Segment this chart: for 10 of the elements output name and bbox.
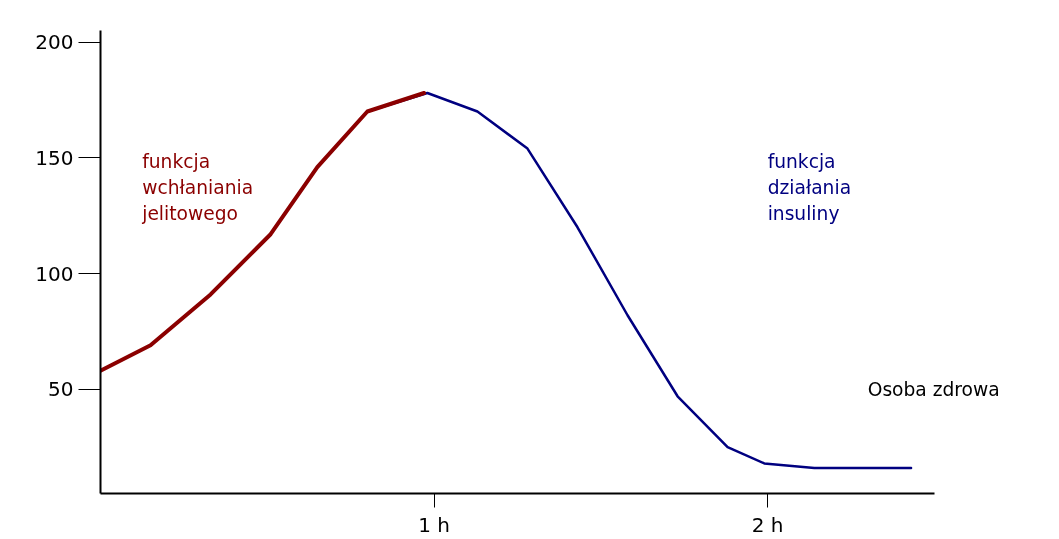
x-tick-label: 2 h <box>751 512 784 537</box>
x-tick-label: 1 h <box>418 512 450 537</box>
y-tick-label: 50 <box>48 377 74 402</box>
y-tick-label: 150 <box>35 145 74 170</box>
line-series <box>100 91 427 373</box>
text: funkcja działania insuliny <box>767 150 852 225</box>
y-tick-label: 200 <box>35 30 74 55</box>
y-tick-label: 100 <box>35 261 74 286</box>
series-label: funkcja wchłaniania jelitowego <box>141 150 254 225</box>
annotation: Osoba zdrowa <box>867 378 1000 400</box>
